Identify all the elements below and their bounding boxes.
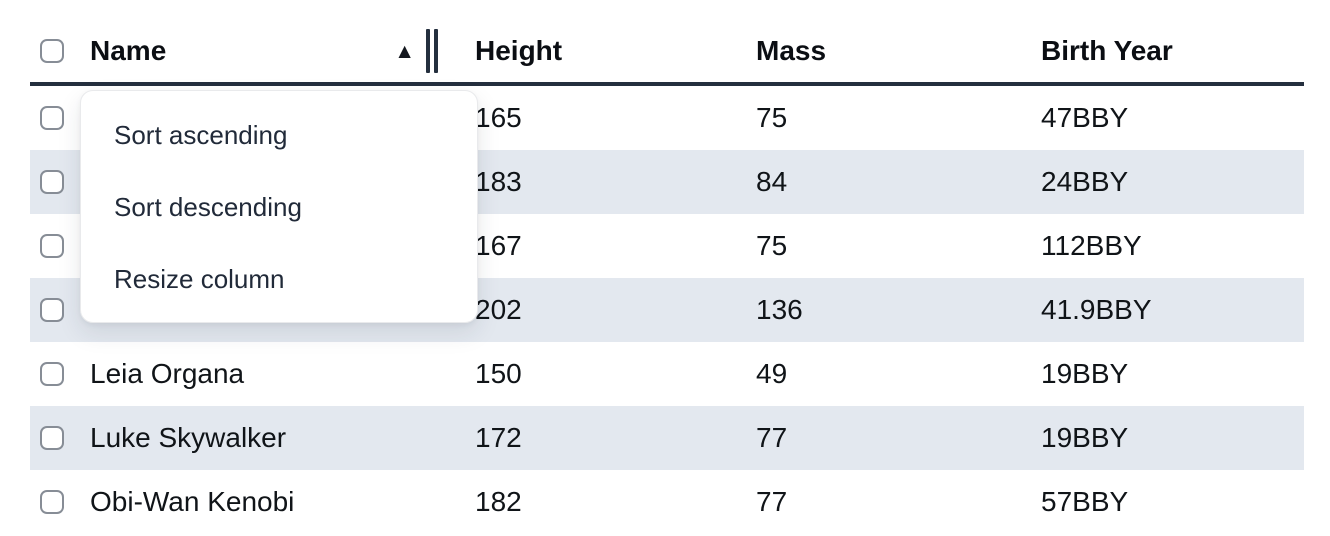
cell-birth-year: 57BBY — [1041, 486, 1129, 514]
column-header-name-label[interactable]: Name — [90, 35, 167, 66]
menu-item-sort-descending[interactable]: Sort descending — [114, 191, 302, 222]
table-row: Leia Organa 150 49 19BBY — [30, 342, 1304, 406]
cell-birth-year: 19BBY — [1041, 358, 1129, 389]
cell-mass: 77 — [756, 422, 788, 453]
table-header-row: Name ▲ Height Mass Birth Year — [30, 0, 1304, 86]
column-header-birth-year[interactable]: Birth Year — [1041, 35, 1173, 66]
cell-birth-year: 112BBY — [1041, 230, 1142, 261]
row-checkbox[interactable] — [40, 298, 64, 322]
cell-height: 182 — [475, 486, 522, 514]
select-all-checkbox[interactable] — [40, 39, 64, 63]
cell-birth-year: 24BBY — [1041, 166, 1129, 197]
cell-mass: 84 — [756, 166, 788, 197]
cell-mass: 75 — [756, 230, 788, 261]
table-row: Obi-Wan Kenobi 182 77 57BBY — [30, 470, 1304, 514]
data-table: Name ▲ Height Mass Birth Year 165 75 47B… — [30, 0, 1304, 514]
cell-name: Luke Skywalker — [90, 422, 287, 453]
cell-height: 150 — [475, 358, 522, 389]
column-context-menu: Sort ascending Sort descending Resize co… — [80, 90, 478, 323]
cell-mass: 75 — [756, 102, 788, 133]
cell-height: 202 — [475, 294, 522, 325]
row-checkbox[interactable] — [40, 234, 64, 258]
cell-name: Leia Organa — [90, 358, 245, 389]
cell-name: Obi-Wan Kenobi — [90, 486, 295, 514]
column-header-mass[interactable]: Mass — [756, 35, 827, 66]
table-row: 202 136 41.9BBY — [30, 278, 1304, 342]
table-row: 167 75 112BBY — [30, 214, 1304, 278]
cell-height: 183 — [475, 166, 522, 197]
cell-height: 165 — [475, 102, 522, 133]
cell-height: 167 — [475, 230, 522, 261]
cell-birth-year: 47BBY — [1041, 102, 1129, 133]
sort-ascending-icon[interactable]: ▲ — [394, 39, 415, 63]
column-resize-handle-icon[interactable] — [426, 29, 438, 73]
cell-height: 172 — [475, 422, 522, 453]
header-checkbox-cell — [30, 39, 78, 63]
cell-mass: 49 — [756, 358, 788, 389]
column-header-name: Name ▲ — [78, 20, 438, 82]
menu-item-sort-ascending[interactable]: Sort ascending — [114, 119, 288, 150]
row-checkbox[interactable] — [40, 106, 64, 130]
cell-birth-year: 41.9BBY — [1041, 294, 1152, 325]
table-row: Luke Skywalker 172 77 19BBY — [30, 406, 1304, 470]
resize-bar-icon — [426, 29, 430, 73]
menu-item-resize-column[interactable]: Resize column — [114, 263, 285, 294]
row-checkbox[interactable] — [40, 170, 64, 194]
column-header-height[interactable]: Height — [475, 35, 563, 66]
row-checkbox[interactable] — [40, 362, 64, 386]
row-checkbox[interactable] — [40, 490, 64, 514]
cell-birth-year: 19BBY — [1041, 422, 1129, 453]
resize-bar-icon — [434, 29, 438, 73]
table-row: 165 75 47BBY — [30, 86, 1304, 150]
cell-mass: 77 — [756, 486, 788, 514]
row-checkbox[interactable] — [40, 426, 64, 450]
cell-mass: 136 — [756, 294, 803, 325]
